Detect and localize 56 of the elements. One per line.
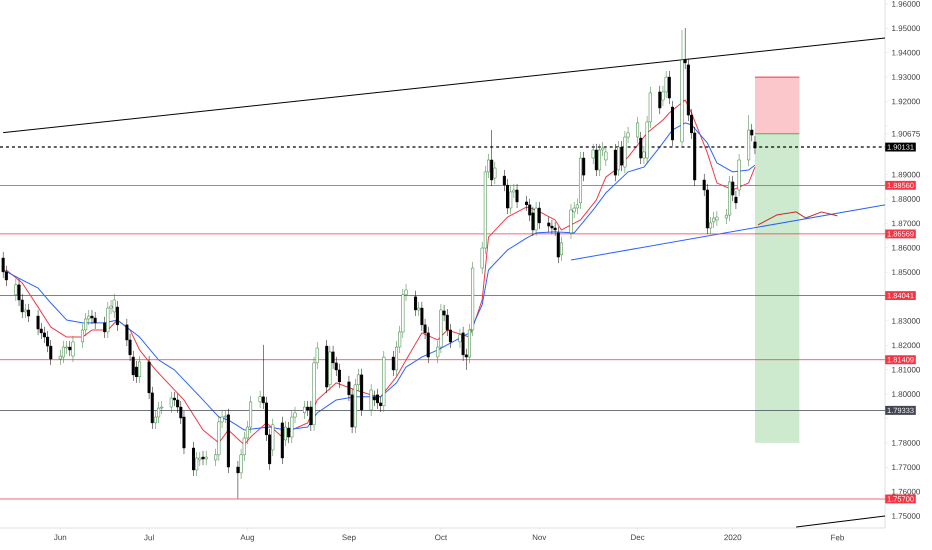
candlestick <box>547 216 550 232</box>
candlestick <box>71 336 74 362</box>
candlestick <box>94 312 97 330</box>
candlestick <box>103 316 106 338</box>
candlestick <box>192 442 196 476</box>
candlestick <box>417 302 420 316</box>
candlestick <box>287 422 290 444</box>
line-series <box>758 211 838 226</box>
candlestick <box>106 302 110 338</box>
candlestick <box>284 420 288 446</box>
candlestick <box>750 124 754 142</box>
candlestick <box>582 152 586 182</box>
candlestick <box>658 86 662 114</box>
candlestick <box>36 310 40 336</box>
candlestick <box>604 146 608 166</box>
candlestick <box>198 452 202 466</box>
candlestick <box>68 340 72 356</box>
candlestick <box>65 340 68 354</box>
candlestick <box>560 236 563 262</box>
candlestick <box>138 356 142 384</box>
candlestick <box>550 220 554 234</box>
candlestick <box>668 70 671 104</box>
candlestick <box>303 400 306 420</box>
candlestick <box>620 140 624 172</box>
candlestick <box>290 410 294 444</box>
candlestick <box>14 278 18 302</box>
candlestick <box>592 144 595 164</box>
candlestick <box>24 304 27 318</box>
candlestick <box>617 140 620 176</box>
candlestick <box>598 144 602 176</box>
candlestick <box>204 450 208 466</box>
candlestick <box>516 184 519 208</box>
candlestick <box>715 210 718 226</box>
candlestick <box>195 452 198 476</box>
candlestick <box>258 390 262 408</box>
candlestick <box>534 202 538 236</box>
candlestick <box>170 392 173 414</box>
candlestick <box>569 204 572 240</box>
candlestick <box>309 400 312 432</box>
candlestick <box>372 390 376 406</box>
candlestick <box>27 304 30 322</box>
candlestick <box>458 328 462 348</box>
candlestick <box>236 460 240 499</box>
candlestick <box>62 340 65 364</box>
candlestick <box>538 202 541 230</box>
candlestick <box>201 450 205 466</box>
candlestick <box>116 300 119 332</box>
candlestick <box>639 132 642 164</box>
candlestick <box>376 388 379 410</box>
candlestick <box>493 162 496 184</box>
candlestick <box>636 116 640 144</box>
candlestick <box>509 186 512 214</box>
candlestick <box>392 350 395 376</box>
candlestick <box>370 384 373 416</box>
candlestick <box>112 294 116 318</box>
candlestick <box>414 290 418 316</box>
